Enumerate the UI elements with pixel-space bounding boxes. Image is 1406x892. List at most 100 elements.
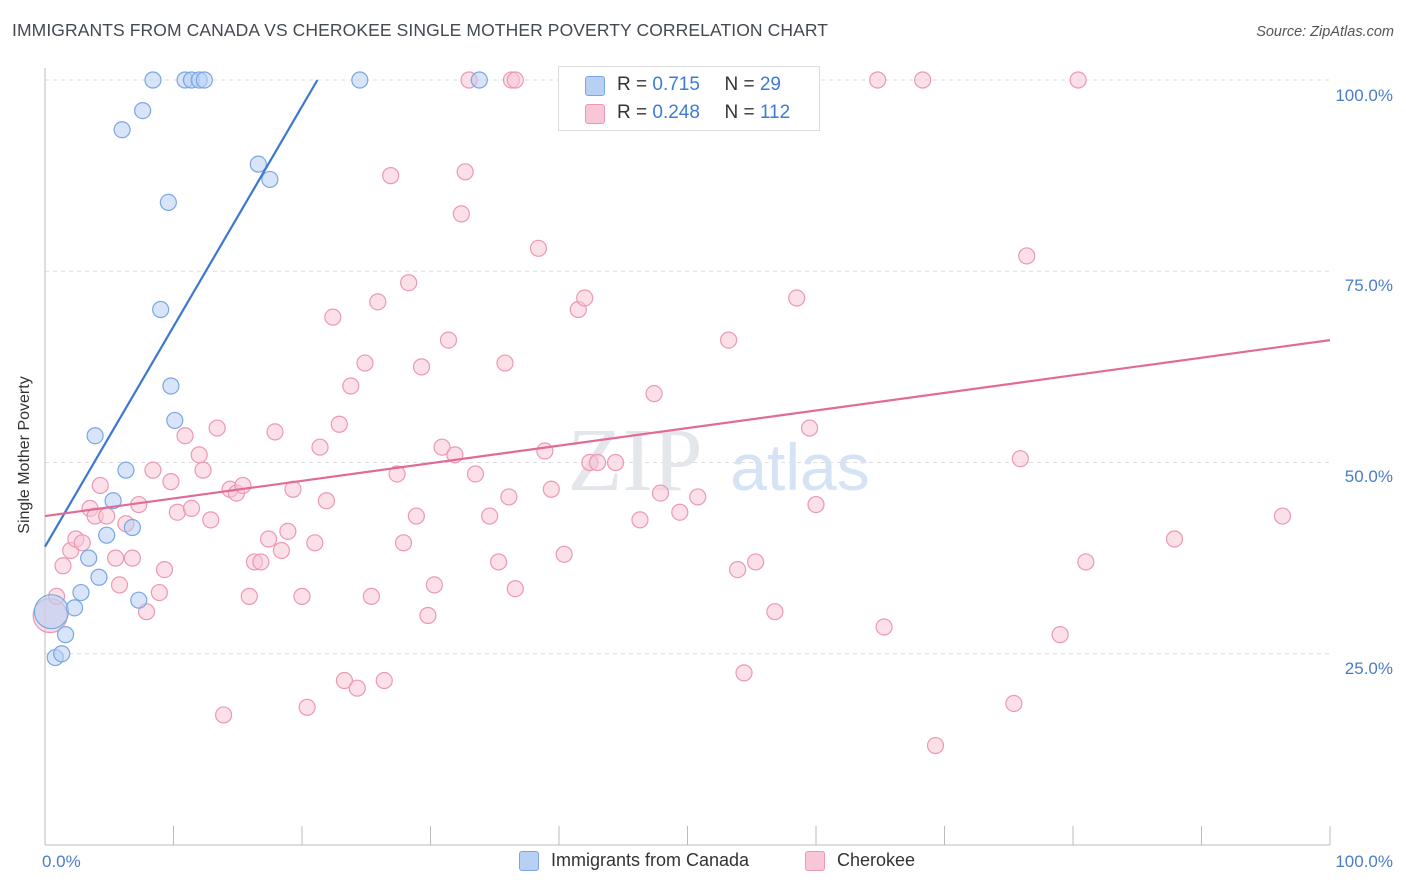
canada-point bbox=[134, 101, 152, 120]
cherokee-point bbox=[272, 541, 291, 560]
cherokee-point bbox=[356, 354, 374, 372]
cherokee-point bbox=[914, 71, 932, 89]
cherokee-point bbox=[252, 553, 270, 571]
canada-trendline bbox=[44, 79, 319, 548]
n-value: 29 bbox=[759, 74, 781, 95]
legend-row-canada: R = 0.715 N = 29 bbox=[617, 74, 781, 96]
cherokee-point bbox=[766, 603, 784, 621]
cherokee-point bbox=[110, 576, 129, 594]
cherokee-point bbox=[1005, 694, 1023, 713]
cherokee-point bbox=[1077, 553, 1095, 571]
cherokee-point bbox=[324, 308, 342, 326]
cherokee-point bbox=[306, 534, 324, 552]
cherokee-point bbox=[194, 461, 212, 479]
cherokee-point bbox=[190, 446, 208, 464]
n-label: N = bbox=[724, 102, 760, 123]
canada-point bbox=[162, 377, 180, 395]
cherokee-point bbox=[155, 560, 174, 579]
cherokee-point bbox=[375, 671, 393, 690]
cherokee-point bbox=[729, 560, 747, 579]
cherokee-point bbox=[1011, 450, 1029, 468]
cherokee-point bbox=[311, 438, 329, 456]
y-tick-label: 25.0% bbox=[1344, 659, 1393, 678]
y-axis-label: Single Mother Poverty bbox=[16, 376, 33, 534]
cherokee-point bbox=[500, 488, 518, 506]
legend-item-canada: Immigrants from Canada bbox=[519, 850, 749, 871]
cherokee-point bbox=[240, 587, 258, 605]
r-label: R = bbox=[617, 74, 653, 95]
canada-point bbox=[123, 518, 141, 537]
cherokee-point bbox=[202, 511, 220, 529]
trendlines bbox=[44, 79, 1331, 548]
legend-label-canada: Immigrants from Canada bbox=[551, 850, 750, 870]
cherokee-point bbox=[1051, 626, 1069, 644]
cherokee-point bbox=[73, 534, 91, 552]
cherokee-point bbox=[388, 465, 406, 483]
legend-row-cherokee: R = 0.248 N = 112 bbox=[617, 102, 790, 124]
canada-point bbox=[144, 71, 162, 89]
cherokee-point bbox=[456, 163, 474, 181]
cherokee-point bbox=[536, 442, 554, 460]
canada-point bbox=[113, 121, 131, 139]
canada-point bbox=[53, 645, 71, 663]
r-value: 0.248 bbox=[652, 102, 700, 123]
x-tick-label-min: 0.0% bbox=[42, 852, 81, 871]
canada-point bbox=[159, 193, 177, 211]
cherokee-point bbox=[162, 473, 180, 491]
cherokee-point bbox=[466, 465, 485, 483]
cherokee-point bbox=[215, 706, 233, 724]
canada-point bbox=[98, 526, 116, 544]
y-tick-label: 75.0% bbox=[1344, 276, 1393, 295]
cherokee-point bbox=[279, 522, 297, 540]
cherokee-point bbox=[144, 461, 162, 479]
source-credit: Source: ZipAtlas.com bbox=[1256, 24, 1394, 40]
n-value: 112 bbox=[759, 102, 791, 123]
canada-point bbox=[86, 427, 104, 445]
cherokee-point bbox=[506, 580, 524, 598]
cherokee-point bbox=[529, 239, 548, 257]
canada-point bbox=[56, 626, 75, 644]
legend-swatch-canada bbox=[519, 850, 539, 871]
cherokee-point bbox=[382, 167, 400, 185]
cherokee-point bbox=[588, 453, 607, 472]
cherokee-point bbox=[926, 736, 945, 755]
legend-label-cherokee: Cherokee bbox=[837, 850, 916, 870]
cherokee-point bbox=[671, 503, 689, 521]
cherokee-point bbox=[419, 606, 437, 625]
cherokee-point bbox=[869, 71, 887, 89]
correlation-legend: R = 0.715 N = 29 R = 0.248 N = 112 bbox=[558, 66, 820, 131]
cherokee-point bbox=[689, 488, 707, 506]
n-label: N = bbox=[724, 74, 760, 95]
chart-title: IMMIGRANTS FROM CANADA VS CHEROKEE SINGL… bbox=[12, 20, 829, 40]
r-label: R = bbox=[617, 102, 653, 123]
cherokee-point bbox=[433, 438, 451, 456]
canada-point bbox=[117, 461, 135, 479]
cherokee-point bbox=[425, 576, 443, 594]
cherokee-point bbox=[293, 587, 311, 605]
cherokee-point bbox=[123, 549, 141, 567]
cherokee-point bbox=[348, 679, 366, 697]
cherokee-point bbox=[150, 583, 168, 602]
cherokee-point bbox=[54, 557, 72, 575]
cherokee-point bbox=[168, 503, 186, 521]
cherokee-point bbox=[335, 671, 354, 690]
cherokee-point bbox=[98, 507, 116, 525]
canada-point bbox=[130, 591, 148, 609]
canada-point bbox=[195, 71, 213, 89]
cherokee-point bbox=[506, 71, 524, 89]
cherokee-point bbox=[747, 553, 765, 571]
canada-point bbox=[166, 411, 184, 430]
cherokee-point bbox=[800, 419, 819, 437]
cherokee-point bbox=[645, 385, 663, 403]
cherokee-point bbox=[439, 331, 458, 349]
y-tick-label: 100.0% bbox=[1335, 86, 1393, 105]
cherokee-point bbox=[400, 274, 418, 292]
cherokee-point bbox=[394, 534, 413, 552]
canada-points bbox=[33, 71, 488, 667]
r-value: 0.715 bbox=[652, 74, 700, 95]
cherokee-point bbox=[1069, 71, 1087, 89]
cherokee-point bbox=[542, 480, 560, 498]
cherokee-point bbox=[412, 358, 431, 376]
canada-point bbox=[470, 71, 488, 89]
